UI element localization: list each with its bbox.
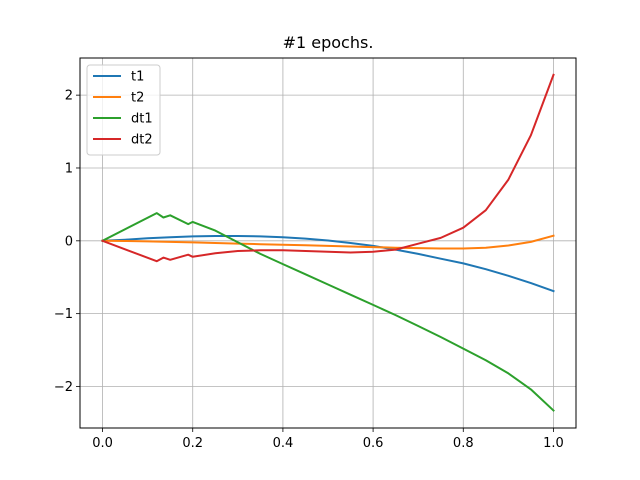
x-tick-label: 0.6 (363, 436, 384, 451)
x-tick-label: 0.2 (182, 436, 203, 451)
legend-label-dt2: dt2 (131, 133, 153, 148)
series-line-t2 (101, 234, 555, 250)
axes: 0.0 0.2 0.4 0.6 0.8 1.0 −2 −1 0 1 2 (54, 89, 564, 451)
series-line-t1 (101, 235, 555, 293)
series-line-dt2 (101, 73, 555, 263)
y-tick-label: 2 (65, 89, 73, 104)
chart-title: #1 epochs. (283, 33, 374, 52)
legend-label-t2: t2 (131, 91, 144, 106)
plot-frame (79, 57, 577, 429)
legend-label-t1: t1 (131, 70, 144, 85)
y-tick-label: 1 (65, 161, 73, 176)
x-tick-label: 0.8 (453, 436, 474, 451)
legend-label-dt1: dt1 (131, 112, 153, 127)
series-lines (101, 73, 555, 412)
x-tick-label: 1.0 (543, 436, 564, 451)
x-tick-label: 0.0 (92, 436, 113, 451)
x-tick-label: 0.4 (273, 436, 294, 451)
legend-box (86, 64, 161, 156)
y-tick-label: −2 (54, 380, 73, 395)
y-tick-label: −1 (54, 307, 73, 322)
y-tick-label: 0 (65, 234, 73, 249)
series-line-dt1 (101, 212, 555, 412)
legend: t1 t2 dt1 dt2 (86, 64, 161, 156)
